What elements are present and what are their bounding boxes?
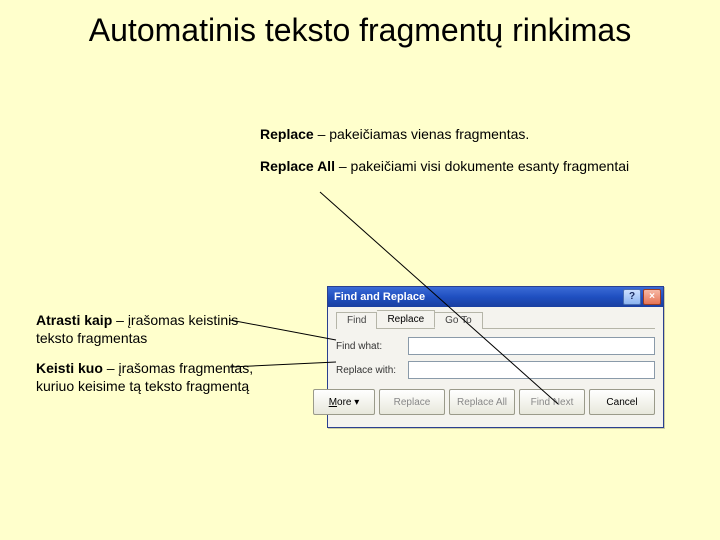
- desc-replaceall-text: – pakeičiami visi dokumente esanty fragm…: [335, 158, 629, 174]
- label-replacewith: Replace with:: [336, 365, 408, 376]
- button-row: More ▾ Replace Replace All Find Next Can…: [336, 389, 655, 415]
- slide-title-text: Automatinis teksto fragmentų rinkimas: [89, 12, 631, 48]
- close-icon: ×: [649, 291, 655, 303]
- slide-title: Automatinis teksto fragmentų rinkimas: [0, 12, 720, 49]
- dialog-title: Find and Replace: [334, 291, 425, 303]
- row-findwhat: Find what:: [336, 337, 655, 355]
- dialog-titlebar[interactable]: Find and Replace ? ×: [328, 287, 663, 307]
- close-button[interactable]: ×: [643, 289, 661, 305]
- tab-goto[interactable]: Go To: [435, 312, 483, 329]
- desc-replaceall: Replace All – pakeičiami visi dokumente …: [260, 158, 680, 174]
- findnext-button[interactable]: Find Next: [519, 389, 585, 415]
- tab-replace[interactable]: Replace: [377, 310, 435, 328]
- label-findwhat: Find what:: [336, 341, 408, 352]
- help-button[interactable]: ?: [623, 289, 641, 305]
- desc-replace: Replace – pakeičiamas vienas fragmentas.: [260, 126, 680, 142]
- row-replacewith: Replace with:: [336, 361, 655, 379]
- input-replacewith[interactable]: [408, 361, 655, 379]
- input-findwhat[interactable]: [408, 337, 655, 355]
- desc-replace-text: – pakeičiamas vienas fragmentas.: [314, 126, 530, 142]
- callout-replacewith-bold: Keisti kuo: [36, 360, 103, 376]
- titlebar-buttons: ? ×: [623, 289, 661, 305]
- dialog-body: Find Replace Go To Find what: Replace wi…: [328, 307, 663, 427]
- callout-replacewith: Keisti kuo – įrašomas fragmentas, kuriuo…: [36, 360, 286, 395]
- callout-findwhat: Atrasti kaip – įrašomas keistinis teksto…: [36, 312, 246, 347]
- help-icon: ?: [629, 291, 635, 303]
- tab-find[interactable]: Find: [336, 312, 377, 329]
- replace-button[interactable]: Replace: [379, 389, 445, 415]
- callout-findwhat-bold: Atrasti kaip: [36, 312, 112, 328]
- cancel-button[interactable]: Cancel: [589, 389, 655, 415]
- replaceall-button[interactable]: Replace All: [449, 389, 515, 415]
- desc-replace-bold: Replace: [260, 126, 314, 142]
- desc-replaceall-bold: Replace All: [260, 158, 335, 174]
- tab-strip: Find Replace Go To: [336, 311, 655, 329]
- more-button[interactable]: More ▾: [313, 389, 375, 415]
- find-replace-dialog: Find and Replace ? × Find Replace Go To …: [327, 286, 664, 428]
- connector-lines: [0, 0, 720, 540]
